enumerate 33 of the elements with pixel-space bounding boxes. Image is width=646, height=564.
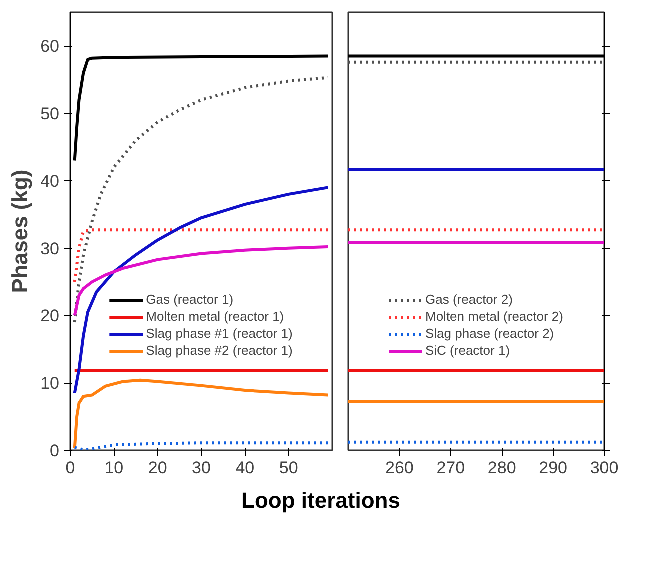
line-series [73,442,330,450]
legend-label: Slag phase #2 (reactor 1) [146,343,293,358]
x-tick-label: 280 [488,458,516,478]
y-tick-label: 40 [40,172,60,191]
y-tick-label: 10 [40,374,60,394]
legend-label: Gas (reactor 2) [426,292,513,307]
y-tick-label: 50 [40,104,60,124]
x-tick-label: 260 [386,458,414,478]
y-tick-label: 0 [50,442,60,460]
y-tick-label: 30 [40,239,60,258]
x-tick-label: 270 [436,458,466,478]
x-tick-label: 290 [539,458,568,478]
legend-label: Molten metal (reactor 2) [426,309,564,324]
x-tick-label: 20 [148,458,168,478]
legend-label: Slag phase #1 (reactor 1) [146,326,293,341]
line-series [73,54,330,162]
x-tick-label: 10 [104,458,124,478]
y-tick-label: 20 [40,306,60,326]
x-axis-title: Loop iterations [242,487,400,515]
x-tick-label: 50 [279,458,298,478]
legend-label: Molten metal (reactor 1) [146,309,284,324]
line-series [73,186,330,395]
legend-label: SiC (reactor 1) [426,343,510,358]
line-series [73,228,330,284]
line-series [73,378,330,450]
y-axis-title: Phases (kg) [8,170,33,294]
x-tick-label: 0 [66,458,76,478]
x-tick-label: 30 [192,458,211,478]
y-tick-label: 60 [40,37,60,56]
x-tick-label: 300 [590,458,619,478]
legend-label: Gas (reactor 1) [146,292,234,307]
x-tick-label: 40 [236,458,255,478]
legend-label: Slag phase (reactor 2) [426,326,554,341]
